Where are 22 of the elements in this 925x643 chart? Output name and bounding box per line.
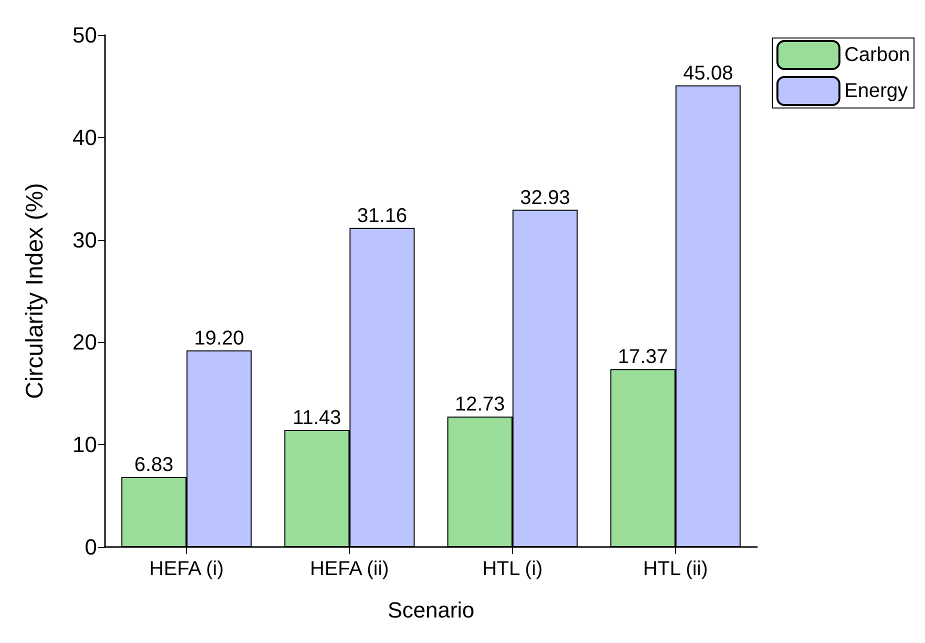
x-tick-label: HTL (ii) xyxy=(643,558,708,580)
y-tick-label: 50 xyxy=(72,22,97,48)
data-label: 32.93 xyxy=(520,186,570,209)
data-label: 12.73 xyxy=(454,394,505,416)
x-tick-label: HEFA (ii) xyxy=(310,558,389,580)
y-axis-title: Circularity Index (%) xyxy=(22,182,48,400)
y-tick-label: 20 xyxy=(72,330,97,355)
y-tick-label: 30 xyxy=(72,227,97,252)
data-label: 31.16 xyxy=(357,204,408,227)
y-tick-label: 40 xyxy=(72,124,97,150)
data-label: 45.08 xyxy=(683,62,734,84)
x-axis-title: Scenario xyxy=(388,598,474,622)
data-label: 6.83 xyxy=(134,454,174,476)
data-label: 17.37 xyxy=(618,346,668,368)
legend-label: Carbon xyxy=(844,44,910,66)
legend-label: Energy xyxy=(844,80,908,102)
data-label: 19.20 xyxy=(194,327,244,350)
y-tick-label: 0 xyxy=(84,534,97,560)
y-tick-label: 10 xyxy=(72,432,97,458)
x-tick-label: HTL (i) xyxy=(482,558,543,580)
data-label: 11.43 xyxy=(292,406,342,429)
x-tick-label: HEFA (i) xyxy=(149,558,224,580)
